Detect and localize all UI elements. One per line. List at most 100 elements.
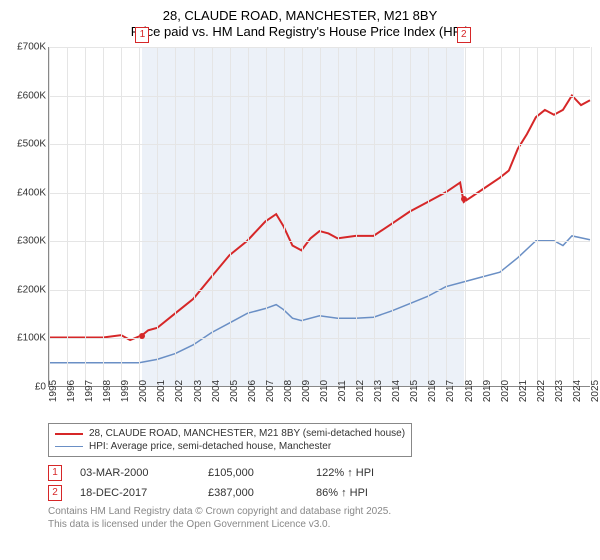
- x-gridline: [410, 47, 411, 386]
- x-tick-label: 2013: [373, 380, 384, 402]
- x-gridline: [248, 47, 249, 386]
- y-tick-label: £100K: [17, 333, 46, 344]
- x-gridline: [428, 47, 429, 386]
- x-tick-label: 2024: [572, 380, 583, 402]
- legend-label-price: 28, CLAUDE ROAD, MANCHESTER, M21 8BY (se…: [89, 428, 405, 439]
- x-tick-label: 2020: [500, 380, 511, 402]
- legend-label-hpi: HPI: Average price, semi-detached house,…: [89, 441, 331, 452]
- x-tick-label: 1998: [102, 380, 113, 402]
- sale-price-1: £105,000: [208, 467, 298, 479]
- x-gridline: [374, 47, 375, 386]
- x-gridline: [266, 47, 267, 386]
- x-tick-label: 2014: [391, 380, 402, 402]
- y-tick-label: £500K: [17, 139, 46, 150]
- x-gridline: [356, 47, 357, 386]
- x-gridline: [483, 47, 484, 386]
- sale-row-2: 2 18-DEC-2017 £387,000 86% ↑ HPI: [48, 485, 590, 501]
- x-tick-label: 2007: [265, 380, 276, 402]
- x-gridline: [446, 47, 447, 386]
- x-gridline: [519, 47, 520, 386]
- x-gridline: [284, 47, 285, 386]
- legend-swatch-price: [55, 433, 83, 435]
- x-gridline: [537, 47, 538, 386]
- title-block: 28, CLAUDE ROAD, MANCHESTER, M21 8BY Pri…: [10, 8, 590, 39]
- x-tick-label: 2004: [211, 380, 222, 402]
- x-tick-label: 2011: [337, 380, 348, 402]
- x-gridline: [49, 47, 50, 386]
- x-tick-label: 2008: [283, 380, 294, 402]
- x-tick-label: 2022: [536, 380, 547, 402]
- x-gridline: [175, 47, 176, 386]
- legend-row-hpi: HPI: Average price, semi-detached house,…: [55, 441, 405, 452]
- legend-row-price: 28, CLAUDE ROAD, MANCHESTER, M21 8BY (se…: [55, 428, 405, 439]
- sale-pct-2: 86% ↑ HPI: [316, 487, 406, 499]
- sale-row-1: 1 03-MAR-2000 £105,000 122% ↑ HPI: [48, 465, 590, 481]
- x-tick-label: 1996: [66, 380, 77, 402]
- x-gridline: [194, 47, 195, 386]
- x-gridline: [67, 47, 68, 386]
- sale-pct-1: 122% ↑ HPI: [316, 467, 406, 479]
- x-tick-label: 2000: [138, 380, 149, 402]
- sale-date-1: 03-MAR-2000: [80, 467, 190, 479]
- x-tick-label: 1999: [120, 380, 131, 402]
- x-gridline: [392, 47, 393, 386]
- x-gridline: [465, 47, 466, 386]
- y-axis: £0£100K£200K£300K£400K£500K£600K£700K: [10, 47, 48, 387]
- chart-area: £0£100K£200K£300K£400K£500K£600K£700K 12…: [10, 47, 590, 417]
- x-tick-label: 2019: [482, 380, 493, 402]
- sale-date-2: 18-DEC-2017: [80, 487, 190, 499]
- plot-area: 12: [48, 47, 590, 387]
- sale-marker-2: 2: [457, 27, 471, 43]
- footer: Contains HM Land Registry data © Crown c…: [48, 505, 590, 531]
- x-tick-label: 2001: [156, 380, 167, 402]
- y-tick-label: £0: [35, 382, 46, 393]
- x-tick-label: 1995: [48, 380, 59, 402]
- x-tick-label: 2010: [319, 380, 330, 402]
- x-gridline: [121, 47, 122, 386]
- sale-index-1: 1: [48, 465, 62, 481]
- sale-dot-2: [461, 196, 467, 202]
- x-gridline: [103, 47, 104, 386]
- x-tick-label: 2021: [518, 380, 529, 402]
- x-tick-label: 2009: [301, 380, 312, 402]
- footer-line-1: Contains HM Land Registry data © Crown c…: [48, 505, 590, 518]
- y-tick-label: £700K: [17, 42, 46, 53]
- chart-container: 28, CLAUDE ROAD, MANCHESTER, M21 8BY Pri…: [0, 0, 600, 560]
- x-gridline: [555, 47, 556, 386]
- x-gridline: [212, 47, 213, 386]
- x-gridline: [157, 47, 158, 386]
- x-tick-label: 2003: [193, 380, 204, 402]
- y-tick-label: £400K: [17, 187, 46, 198]
- sale-marker-1: 1: [135, 27, 149, 43]
- x-tick-label: 2012: [355, 380, 366, 402]
- x-tick-label: 2006: [247, 380, 258, 402]
- y-tick-label: £300K: [17, 236, 46, 247]
- y-tick-label: £600K: [17, 90, 46, 101]
- x-gridline: [320, 47, 321, 386]
- x-gridline: [230, 47, 231, 386]
- sale-info: 1 03-MAR-2000 £105,000 122% ↑ HPI 2 18-D…: [48, 465, 590, 501]
- legend-swatch-hpi: [55, 446, 83, 448]
- x-gridline: [501, 47, 502, 386]
- x-gridline: [302, 47, 303, 386]
- x-tick-label: 2023: [554, 380, 565, 402]
- x-axis: 1995199619971998199920002001200220032004…: [48, 387, 590, 417]
- y-tick-label: £200K: [17, 284, 46, 295]
- x-gridline: [591, 47, 592, 386]
- x-tick-label: 2025: [590, 380, 600, 402]
- x-tick-label: 1997: [84, 380, 95, 402]
- x-tick-label: 2017: [445, 380, 456, 402]
- sale-index-2: 2: [48, 485, 62, 501]
- x-gridline: [85, 47, 86, 386]
- legend: 28, CLAUDE ROAD, MANCHESTER, M21 8BY (se…: [48, 423, 412, 457]
- title-subtitle: Price paid vs. HM Land Registry's House …: [10, 24, 590, 39]
- x-tick-label: 2002: [174, 380, 185, 402]
- title-address: 28, CLAUDE ROAD, MANCHESTER, M21 8BY: [10, 8, 590, 23]
- x-tick-label: 2018: [464, 380, 475, 402]
- x-gridline: [338, 47, 339, 386]
- x-gridline: [573, 47, 574, 386]
- x-tick-label: 2016: [427, 380, 438, 402]
- x-tick-label: 2015: [409, 380, 420, 402]
- sale-price-2: £387,000: [208, 487, 298, 499]
- sale-dot-1: [139, 333, 145, 339]
